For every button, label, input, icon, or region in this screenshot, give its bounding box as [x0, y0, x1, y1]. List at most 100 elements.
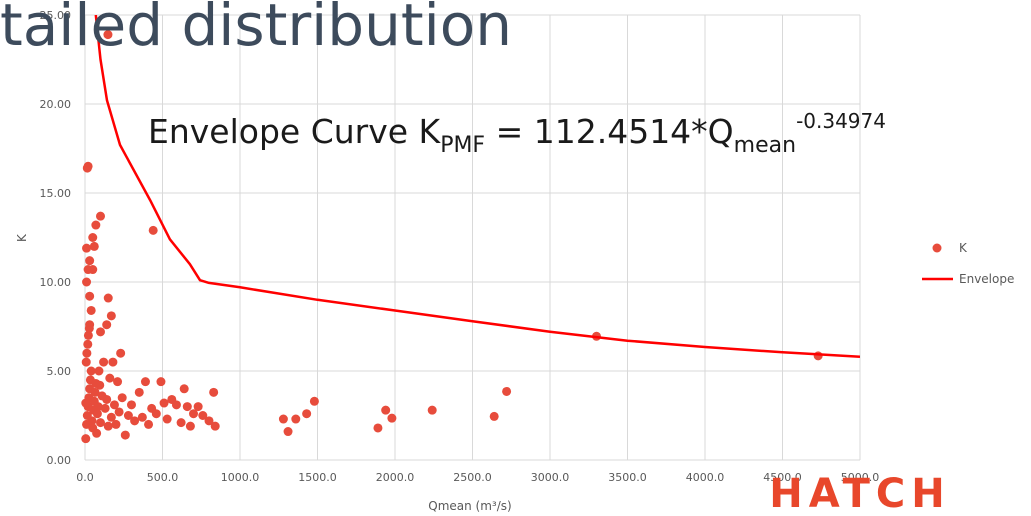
point: [86, 366, 96, 376]
point: [111, 419, 121, 429]
point: [83, 330, 93, 340]
point: [91, 220, 101, 230]
point: [278, 414, 288, 424]
point: [189, 409, 198, 419]
point: [156, 377, 166, 387]
point: [489, 411, 499, 421]
annotation-part: = 112.4514*Q: [485, 112, 734, 151]
point: [102, 394, 112, 404]
point: [179, 384, 189, 394]
y-tick-label: 10.00: [40, 276, 72, 289]
point: [291, 414, 301, 424]
point: [116, 348, 126, 358]
x-tick-label: 4500.0: [763, 471, 802, 484]
envelope-line: [94, 15, 860, 359]
logo: HATCH: [769, 471, 950, 516]
point: [106, 311, 116, 321]
point: [103, 421, 113, 431]
point: [113, 377, 123, 387]
point: [176, 418, 186, 428]
point: [88, 265, 98, 275]
x-tick-label: 500.0: [147, 471, 179, 484]
point: [387, 413, 397, 423]
point: [87, 416, 97, 426]
point: [171, 400, 181, 410]
point: [159, 398, 169, 408]
x-tick-label: 2000.0: [376, 471, 415, 484]
y-tick-label: 5.00: [47, 365, 72, 378]
y-tick-label: 15.00: [40, 187, 72, 200]
point: [427, 405, 437, 415]
point: [209, 387, 219, 397]
point: [102, 320, 112, 330]
x-tick-label: 0.0: [76, 471, 94, 484]
point: [90, 387, 100, 397]
point: [182, 402, 192, 412]
point: [82, 277, 92, 287]
point: [82, 243, 92, 253]
point: [162, 414, 172, 424]
point: [151, 409, 161, 419]
legend-marker: [932, 243, 942, 253]
point: [144, 419, 154, 429]
slide-title: tailed distribution: [0, 0, 512, 59]
annotation-part: Envelope Curve K: [148, 112, 442, 151]
point: [302, 409, 312, 419]
x-tick-label: 4000.0: [686, 471, 725, 484]
annotation-part: mean: [734, 133, 796, 158]
point: [813, 351, 823, 361]
x-tick-label: 3000.0: [531, 471, 570, 484]
point: [85, 291, 95, 301]
point: [108, 357, 118, 367]
legend-label: Envelope: [959, 272, 1014, 286]
x-tick-label: 3500.0: [608, 471, 647, 484]
point: [92, 428, 102, 438]
point: [185, 421, 195, 431]
point: [96, 211, 105, 221]
point: [88, 233, 98, 242]
point: [82, 348, 92, 358]
point: [103, 30, 113, 40]
point: [134, 387, 144, 397]
x-axis-label: Qmean (m³/s): [428, 499, 511, 513]
point: [81, 434, 91, 444]
y-tick-label: 25.00: [40, 9, 72, 22]
point: [148, 225, 158, 235]
point: [120, 430, 130, 440]
point: [103, 293, 113, 303]
point: [96, 418, 105, 428]
point: [94, 366, 104, 376]
x-tick-label: 5000.0: [841, 471, 880, 484]
point: [82, 163, 92, 173]
point: [283, 427, 293, 437]
point: [100, 403, 110, 413]
legend-label: K: [959, 241, 968, 255]
point: [81, 357, 91, 367]
point: [140, 377, 150, 387]
point: [93, 402, 103, 412]
point: [84, 323, 94, 333]
point: [373, 423, 383, 433]
point: [381, 405, 391, 415]
y-tick-label: 0.00: [47, 454, 72, 467]
point: [198, 411, 208, 420]
point: [86, 305, 96, 315]
point: [81, 398, 91, 408]
x-tick-label: 1500.0: [298, 471, 337, 484]
point: [99, 357, 109, 367]
x-tick-label: 2500.0: [453, 471, 492, 484]
point: [117, 393, 127, 403]
point: [123, 411, 133, 420]
y-tick-label: 20.00: [40, 98, 72, 111]
point: [85, 256, 95, 266]
point: [204, 416, 214, 426]
point: [92, 409, 102, 419]
point: [106, 412, 116, 422]
point: [130, 416, 140, 426]
point: [109, 400, 119, 410]
point: [114, 407, 124, 417]
point: [137, 412, 147, 422]
